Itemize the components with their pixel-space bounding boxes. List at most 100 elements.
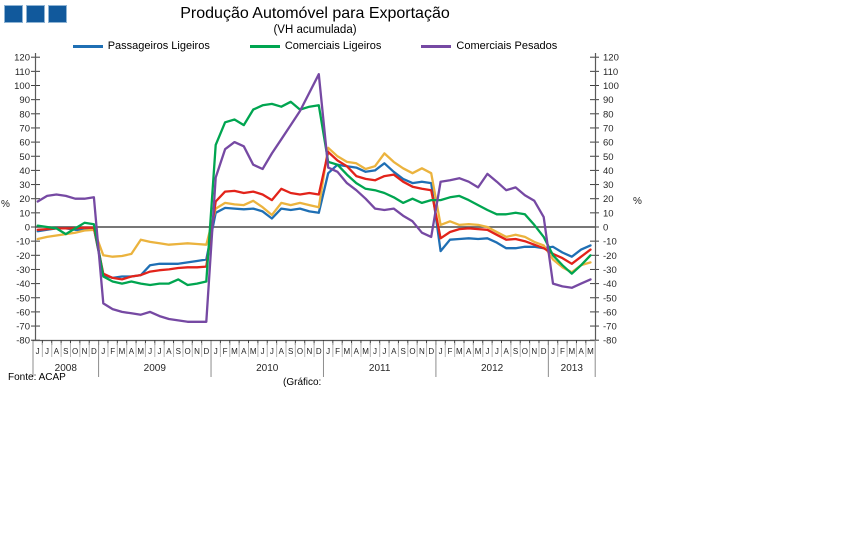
series-lines <box>36 73 592 323</box>
svg-text:100: 100 <box>14 81 30 92</box>
svg-text:2010: 2010 <box>256 363 279 374</box>
svg-text:0: 0 <box>603 223 608 234</box>
svg-text:O: O <box>409 347 415 356</box>
logo-square-icon <box>4 5 23 23</box>
logo-squares <box>4 5 67 23</box>
svg-text:A: A <box>166 347 172 356</box>
svg-text:50: 50 <box>19 152 30 163</box>
svg-text:-70: -70 <box>16 322 30 333</box>
svg-text:O: O <box>72 347 78 356</box>
svg-text:M: M <box>587 347 594 356</box>
svg-text:A: A <box>54 347 60 356</box>
svg-text:F: F <box>110 347 115 356</box>
svg-text:J: J <box>485 347 489 356</box>
svg-text:N: N <box>82 347 88 356</box>
svg-text:10: 10 <box>19 208 30 219</box>
svg-text:80: 80 <box>603 109 614 120</box>
svg-text:30: 30 <box>19 180 30 191</box>
svg-text:F: F <box>560 347 565 356</box>
chart-subtitle: (VH acumulada) <box>273 24 357 36</box>
svg-text:S: S <box>288 347 293 356</box>
svg-text:M: M <box>568 347 575 356</box>
legend-item: Comerciais Pesados <box>421 40 557 52</box>
svg-text:70: 70 <box>603 123 614 134</box>
svg-text:M: M <box>475 347 482 356</box>
svg-text:N: N <box>194 347 200 356</box>
svg-text:40: 40 <box>19 166 30 177</box>
svg-text:J: J <box>157 347 161 356</box>
source-note: Fonte: ACAP <box>8 372 66 383</box>
svg-text:N: N <box>419 347 425 356</box>
svg-text:J: J <box>101 347 105 356</box>
svg-text:110: 110 <box>603 67 618 78</box>
svg-text:A: A <box>241 347 247 356</box>
svg-text:-30: -30 <box>16 265 30 276</box>
legend-line-icon <box>72 44 103 48</box>
svg-text:20: 20 <box>19 194 30 205</box>
svg-text:J: J <box>261 347 265 356</box>
legend-line-icon <box>249 44 280 48</box>
svg-text:A: A <box>129 347 135 356</box>
svg-text:-20: -20 <box>603 251 617 262</box>
svg-text:70: 70 <box>19 123 30 134</box>
svg-text:S: S <box>400 347 405 356</box>
svg-text:2013: 2013 <box>561 363 584 374</box>
svg-text:20: 20 <box>603 194 614 205</box>
svg-text:D: D <box>541 347 547 356</box>
svg-text:J: J <box>214 347 218 356</box>
svg-text:O: O <box>297 347 303 356</box>
svg-text:A: A <box>466 347 472 356</box>
legend-item: Comerciais Ligeiros <box>249 40 382 52</box>
legend-label: Comerciais Ligeiros <box>284 40 382 52</box>
legend-label: Passageiros Ligeiros <box>107 40 210 52</box>
svg-text:J: J <box>439 347 443 356</box>
svg-text:D: D <box>428 347 434 356</box>
svg-text:O: O <box>184 347 190 356</box>
svg-text:M: M <box>119 347 126 356</box>
svg-text:-60: -60 <box>16 307 30 318</box>
svg-text:A: A <box>578 347 584 356</box>
svg-text:J: J <box>45 347 49 356</box>
svg-text:10: 10 <box>603 208 614 219</box>
svg-text:120: 120 <box>603 53 619 64</box>
svg-text:J: J <box>270 347 274 356</box>
svg-text:30: 30 <box>603 180 614 191</box>
svg-text:120: 120 <box>14 53 30 64</box>
svg-text:S: S <box>513 347 518 356</box>
svg-text:S: S <box>63 347 68 356</box>
svg-text:0: 0 <box>25 223 30 234</box>
svg-text:-50: -50 <box>16 293 30 304</box>
svg-text:-60: -60 <box>603 307 617 318</box>
svg-text:A: A <box>279 347 285 356</box>
svg-text:-20: -20 <box>16 251 30 262</box>
svg-text:J: J <box>551 347 555 356</box>
svg-text:J: J <box>373 347 377 356</box>
series-line-comerciais-ligeiros <box>36 100 592 287</box>
svg-text:2008: 2008 <box>55 363 78 374</box>
svg-text:-40: -40 <box>603 279 617 290</box>
svg-text:-10: -10 <box>16 237 30 248</box>
svg-text:60: 60 <box>603 138 614 149</box>
svg-text:F: F <box>335 347 340 356</box>
svg-text:40: 40 <box>603 166 614 177</box>
svg-text:M: M <box>137 347 144 356</box>
legend-item: Passageiros Ligeiros <box>72 40 210 52</box>
svg-text:110: 110 <box>15 67 30 78</box>
svg-text:M: M <box>231 347 238 356</box>
svg-text:2012: 2012 <box>481 363 504 374</box>
svg-text:A: A <box>504 347 510 356</box>
svg-text:-50: -50 <box>603 293 617 304</box>
logo-square-icon <box>26 5 45 23</box>
svg-text:J: J <box>495 347 499 356</box>
svg-text:J: J <box>326 347 330 356</box>
svg-text:M: M <box>344 347 351 356</box>
svg-text:-80: -80 <box>603 336 617 347</box>
svg-text:D: D <box>316 347 322 356</box>
svg-text:J: J <box>148 347 152 356</box>
svg-text:80: 80 <box>19 109 30 120</box>
svg-text:O: O <box>522 347 528 356</box>
svg-text:100: 100 <box>603 81 619 92</box>
svg-text:N: N <box>307 347 313 356</box>
svg-text:-40: -40 <box>16 279 30 290</box>
